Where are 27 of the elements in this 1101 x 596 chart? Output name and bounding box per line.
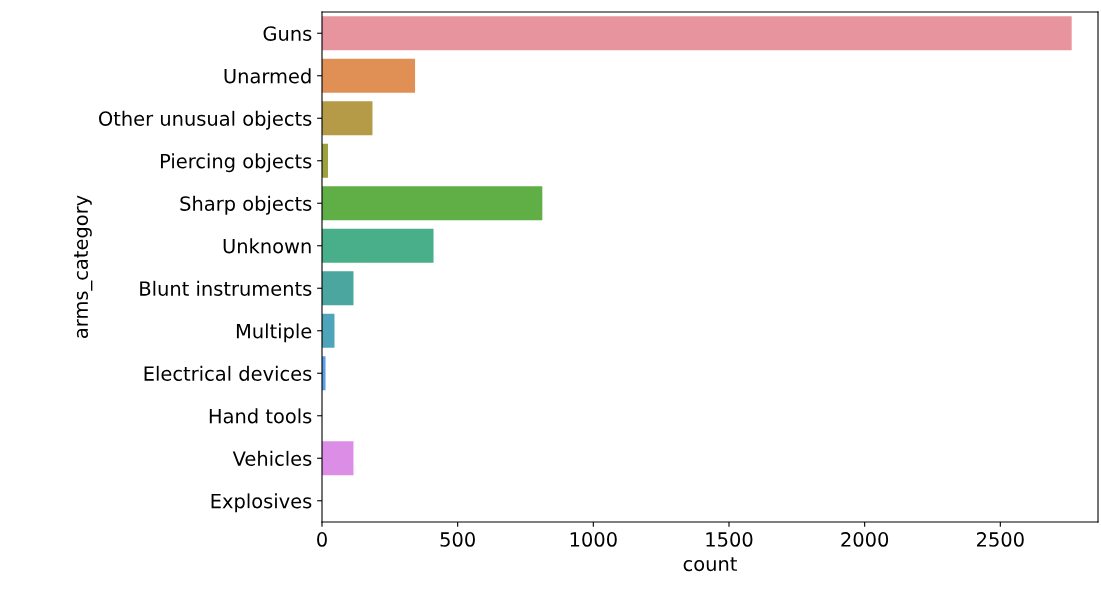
x-tick-label: 500	[440, 532, 475, 547]
y-tick-label: Guns	[263, 26, 312, 41]
x-tick-label: 1500	[706, 532, 753, 547]
bar	[322, 101, 373, 136]
y-tick-label: Hand tools	[209, 408, 312, 424]
y-tick-label: Piercing objects	[160, 153, 312, 173]
x-tick-label: 1000	[570, 532, 617, 547]
y-tick-label: Sharp objects	[180, 195, 312, 215]
bar	[322, 58, 416, 93]
y-tick-label: Unarmed	[224, 68, 311, 84]
y-tick-label: Vehicles	[232, 450, 312, 466]
y-tick-label: Unknown	[223, 238, 311, 254]
bar	[322, 16, 1072, 51]
x-tick-label: 2000	[841, 532, 889, 547]
x-tick-label: 2500	[977, 532, 1024, 547]
bar	[322, 271, 354, 306]
y-tick-label: Blunt instruments	[140, 280, 312, 296]
bar	[322, 228, 434, 263]
x-tick-label: 0	[317, 532, 327, 547]
y-tick-label: Explosives	[211, 493, 312, 513]
y-tick-label: Multiple	[236, 323, 312, 343]
y-tick-label: Electrical devices	[144, 365, 312, 381]
y-axis-title: arms_category	[74, 195, 93, 338]
y-tick-label: Other unusual objects	[99, 110, 312, 130]
bar	[322, 441, 354, 476]
bar	[322, 186, 543, 221]
x-axis-title: count	[683, 557, 737, 572]
